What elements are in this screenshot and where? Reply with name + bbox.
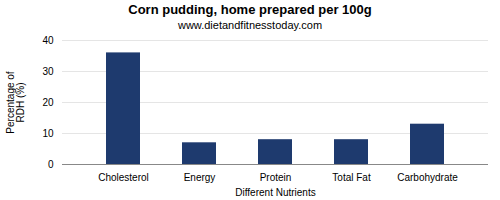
html-text:www.dietandfitnesstoday.com: www.dietandfitnesstoday.com <box>178 19 322 31</box>
svg-text:0: 0 <box>48 159 54 170</box>
html-text:Corn pudding, home prepared pe: Corn pudding, home prepared per 100g <box>128 2 372 17</box>
svg-text:Cholesterol: Cholesterol <box>98 172 149 183</box>
svg-text:Energy: Energy <box>184 172 216 183</box>
svg-text:10: 10 <box>42 128 54 139</box>
svg-text:Total Fat: Total Fat <box>332 172 371 183</box>
svg-text:Different Nutrients: Different Nutrients <box>235 187 315 198</box>
svg-text:Percentage ofRDH (%): Percentage ofRDH (%) <box>5 71 26 133</box>
svg-text:40: 40 <box>42 35 54 46</box>
svg-text:30: 30 <box>42 66 54 77</box>
svg-text:20: 20 <box>42 97 54 108</box>
svg-text:Protein: Protein <box>260 172 292 183</box>
svg-text:Carbohydrate: Carbohydrate <box>397 172 458 183</box>
